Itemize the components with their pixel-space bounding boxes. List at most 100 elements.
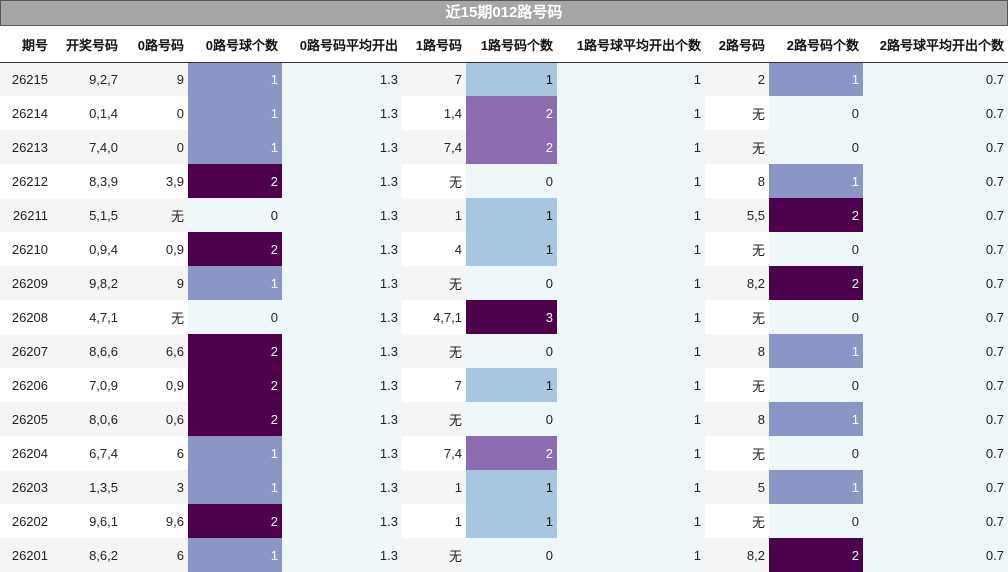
period-cell: 26202 <box>0 504 52 538</box>
route0-count-cell: 2 <box>188 164 282 198</box>
route0-count-cell: 2 <box>188 368 282 402</box>
route0-count-cell: 1 <box>188 62 282 96</box>
route2-numbers-cell: 8,2 <box>705 266 769 300</box>
route1-count-cell: 1 <box>466 198 557 232</box>
route1-avg-cell: 1 <box>557 538 705 572</box>
column-header: 期号 <box>0 28 52 63</box>
route1-avg-cell: 1 <box>557 402 705 436</box>
route0-count-cell: 2 <box>188 504 282 538</box>
route2-avg-cell: 0.7 <box>863 504 1008 538</box>
table-row: 26207 8,6,6 6,6 2 1.3 无 0 1 8 1 0.7 <box>0 334 1008 368</box>
route2-avg-cell: 0.7 <box>863 334 1008 368</box>
route0-numbers-cell: 3 <box>122 470 188 504</box>
route1-avg-cell: 1 <box>557 164 705 198</box>
route1-avg-cell: 1 <box>557 436 705 470</box>
route2-numbers-cell: 无 <box>705 130 769 164</box>
route1-numbers-cell: 无 <box>402 402 466 436</box>
route2-count-cell: 0 <box>769 436 863 470</box>
column-header: 1路号码 <box>402 28 466 63</box>
route2-numbers-cell: 2 <box>705 62 769 96</box>
route1-numbers-cell: 无 <box>402 538 466 572</box>
table-row: 26214 0,1,4 0 1 1.3 1,4 2 1 无 0 0.7 <box>0 96 1008 130</box>
route0-avg-cell: 1.3 <box>282 402 402 436</box>
route2-numbers-cell: 无 <box>705 96 769 130</box>
period-cell: 26201 <box>0 538 52 572</box>
route2-avg-cell: 0.7 <box>863 130 1008 164</box>
table-row: 26209 9,8,2 9 1 1.3 无 0 1 8,2 2 0.7 <box>0 266 1008 300</box>
route1-avg-cell: 1 <box>557 62 705 96</box>
route2-count-cell: 0 <box>769 300 863 334</box>
draw-cell: 0,1,4 <box>52 96 122 130</box>
route2-avg-cell: 0.7 <box>863 266 1008 300</box>
route1-count-cell: 1 <box>466 470 557 504</box>
period-cell: 26211 <box>0 198 52 232</box>
route2-count-cell: 0 <box>769 96 863 130</box>
column-header: 2路号球平均开出个数 <box>863 28 1008 63</box>
route0-avg-cell: 1.3 <box>282 436 402 470</box>
column-header: 2路号码 <box>705 28 769 63</box>
route1-avg-cell: 1 <box>557 334 705 368</box>
route1-avg-cell: 1 <box>557 130 705 164</box>
period-cell: 26206 <box>0 368 52 402</box>
route0-count-cell: 1 <box>188 266 282 300</box>
table-row: 26202 9,6,1 9,6 2 1.3 1 1 1 无 0 0.7 <box>0 504 1008 538</box>
column-header: 0路号球个数 <box>188 28 282 63</box>
route2-avg-cell: 0.7 <box>863 164 1008 198</box>
route0-avg-cell: 1.3 <box>282 368 402 402</box>
route2-count-cell: 2 <box>769 266 863 300</box>
route0-count-cell: 0 <box>188 198 282 232</box>
route0-numbers-cell: 6 <box>122 436 188 470</box>
route2-count-cell: 0 <box>769 130 863 164</box>
table-body: 26215 9,2,7 9 1 1.3 7 1 1 2 1 0.7 26214 0,1,4 0 1 1.3 1,… <box>0 62 1008 572</box>
route2-numbers-cell: 5 <box>705 470 769 504</box>
route1-avg-cell: 1 <box>557 300 705 334</box>
route1-numbers-cell: 1 <box>402 504 466 538</box>
table-row: 26208 4,7,1 无 0 1.3 4,7,1 3 1 无 0 0.7 <box>0 300 1008 334</box>
route1-numbers-cell: 无 <box>402 266 466 300</box>
route0-avg-cell: 1.3 <box>282 538 402 572</box>
route1-count-cell: 0 <box>466 402 557 436</box>
route0-count-cell: 1 <box>188 96 282 130</box>
route2-numbers-cell: 8 <box>705 334 769 368</box>
route2-numbers-cell: 无 <box>705 368 769 402</box>
route2-count-cell: 1 <box>769 164 863 198</box>
draw-cell: 9,8,2 <box>52 266 122 300</box>
route0-numbers-cell: 3,9 <box>122 164 188 198</box>
column-header: 1路号球平均开出个数 <box>557 28 705 63</box>
route1-count-cell: 1 <box>466 62 557 96</box>
column-header: 2路号码个数 <box>769 28 863 63</box>
route0-avg-cell: 1.3 <box>282 504 402 538</box>
table-row: 26213 7,4,0 0 1 1.3 7,4 2 1 无 0 0.7 <box>0 130 1008 164</box>
route2-numbers-cell: 8,2 <box>705 538 769 572</box>
table-row: 26206 7,0,9 0,9 2 1.3 7 1 1 无 0 0.7 <box>0 368 1008 402</box>
route2-numbers-cell: 8 <box>705 164 769 198</box>
table-row: 26215 9,2,7 9 1 1.3 7 1 1 2 1 0.7 <box>0 62 1008 96</box>
route2-avg-cell: 0.7 <box>863 198 1008 232</box>
route2-avg-cell: 0.7 <box>863 368 1008 402</box>
route1-numbers-cell: 7,4 <box>402 130 466 164</box>
route2-avg-cell: 0.7 <box>863 402 1008 436</box>
table-row: 26212 8,3,9 3,9 2 1.3 无 0 1 8 1 0.7 <box>0 164 1008 198</box>
route0-avg-cell: 1.3 <box>282 266 402 300</box>
route1-count-cell: 3 <box>466 300 557 334</box>
draw-cell: 8,0,6 <box>52 402 122 436</box>
route0-count-cell: 1 <box>188 538 282 572</box>
period-cell: 26214 <box>0 96 52 130</box>
route2-numbers-cell: 无 <box>705 436 769 470</box>
route2-avg-cell: 0.7 <box>863 232 1008 266</box>
table-row: 26201 8,6,2 6 1 1.3 无 0 1 8,2 2 0.7 <box>0 538 1008 572</box>
period-cell: 26208 <box>0 300 52 334</box>
route2-numbers-cell: 无 <box>705 504 769 538</box>
route0-avg-cell: 1.3 <box>282 198 402 232</box>
table-row: 26211 5,1,5 无 0 1.3 1 1 1 5,5 2 0.7 <box>0 198 1008 232</box>
route0-count-cell: 1 <box>188 130 282 164</box>
route0-avg-cell: 1.3 <box>282 232 402 266</box>
route1-numbers-cell: 7 <box>402 368 466 402</box>
route0-numbers-cell: 6 <box>122 538 188 572</box>
route2-count-cell: 1 <box>769 470 863 504</box>
route1-count-cell: 2 <box>466 436 557 470</box>
route2-avg-cell: 0.7 <box>863 96 1008 130</box>
route1-avg-cell: 1 <box>557 198 705 232</box>
route1-count-cell: 0 <box>466 538 557 572</box>
period-cell: 26210 <box>0 232 52 266</box>
